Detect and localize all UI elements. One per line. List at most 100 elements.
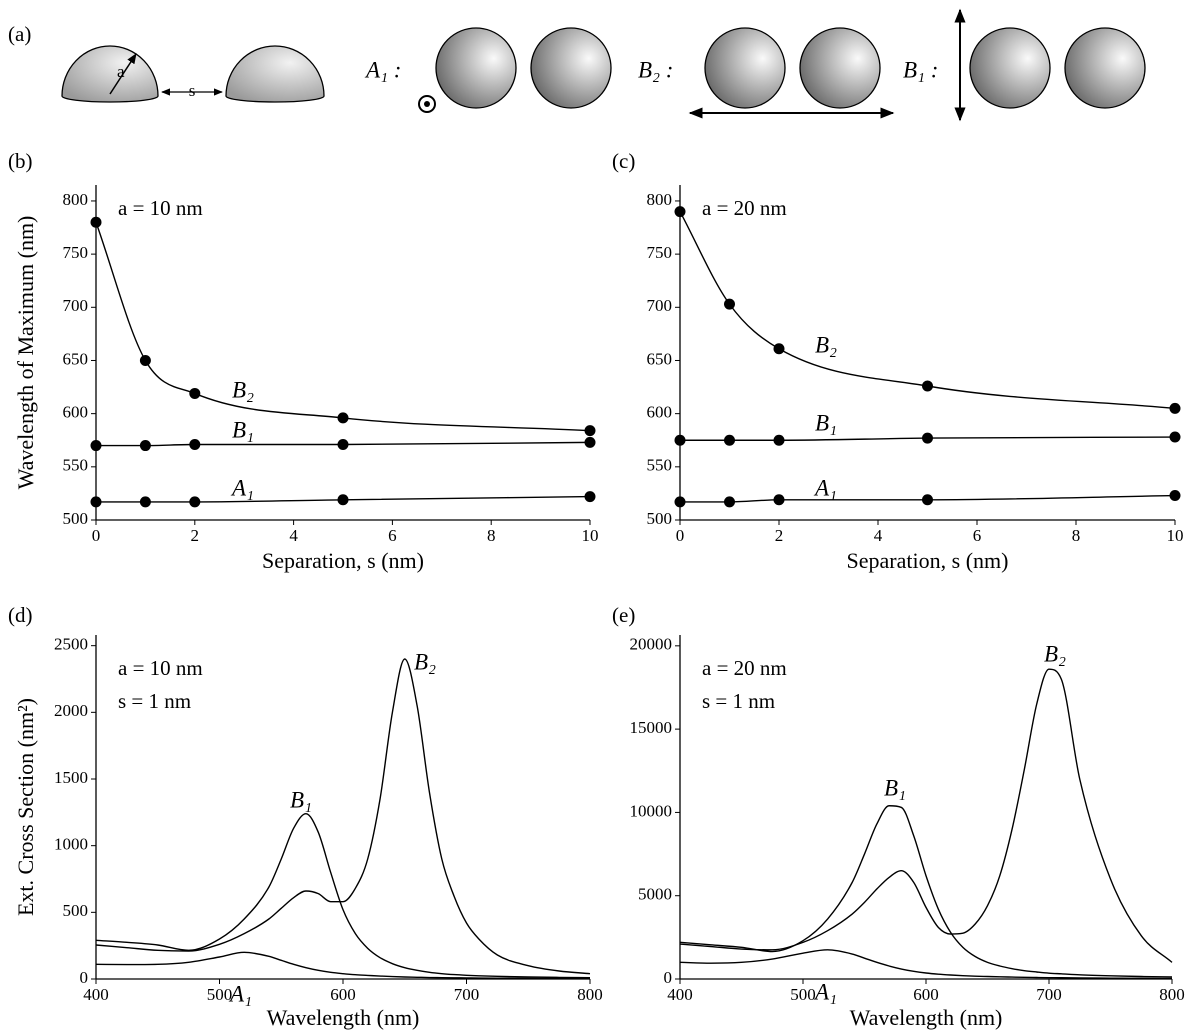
data-point	[189, 438, 201, 450]
x-tick-label: 500	[790, 985, 816, 1004]
series-line	[679, 668, 1173, 963]
series-line	[95, 812, 591, 979]
y-tick-label: 600	[63, 403, 89, 422]
data-point	[724, 434, 735, 446]
gap-label: s	[189, 81, 196, 100]
y-axis-label: Wavelength of Maximum (nm)	[13, 216, 38, 490]
x-tick-label: 800	[1159, 985, 1185, 1004]
series-line	[679, 949, 1173, 980]
series-label: B₁	[815, 410, 837, 435]
series-label: B₁	[290, 787, 312, 812]
x-tick-label: 600	[330, 985, 356, 1004]
panel-label: (c)	[612, 149, 635, 173]
series-label: A₁	[228, 981, 252, 1006]
annotation: s = 1 nm	[702, 689, 775, 713]
data-point	[674, 434, 686, 446]
data-point	[139, 440, 151, 452]
series-label: B₁	[884, 775, 906, 800]
x-axis-label: Wavelength (nm)	[267, 1005, 420, 1030]
panel-label: (b)	[8, 149, 33, 173]
data-point	[584, 491, 596, 503]
data-point	[724, 298, 735, 310]
sphere	[704, 27, 786, 109]
x-tick-label: 600	[913, 985, 939, 1004]
x-tick-label: 2	[775, 526, 784, 545]
y-tick-label: 800	[63, 190, 89, 209]
data-point	[773, 434, 785, 446]
y-tick-label: 500	[63, 901, 89, 920]
series-line	[95, 951, 591, 980]
x-tick-label: 4	[289, 526, 298, 545]
sphere	[1064, 27, 1146, 109]
y-tick-label: 700	[647, 296, 673, 315]
x-tick-label: 2	[191, 526, 200, 545]
annotation: a = 20 nm	[702, 196, 787, 220]
data-point	[674, 206, 686, 218]
chart: (c) 500 550 600 650 700 750 800 0 2 4 6 8 10 Separatio…	[612, 149, 1184, 573]
annotation: s = 1 nm	[118, 689, 191, 713]
panel-label: (d)	[8, 603, 33, 627]
y-tick-label: 550	[63, 456, 89, 475]
series-line	[679, 211, 1176, 410]
x-tick-label: 700	[454, 985, 480, 1004]
y-tick-label: 10000	[630, 801, 673, 820]
y-tick-label: 650	[647, 349, 673, 368]
y-tick-label: 600	[647, 403, 673, 422]
series-label: B₁	[232, 417, 254, 442]
series-label: B₂	[1044, 641, 1066, 666]
sphere	[435, 27, 517, 109]
y-tick-label: 20000	[630, 635, 673, 654]
y-tick-label: 500	[63, 509, 89, 528]
x-tick-label: 0	[92, 526, 101, 545]
x-tick-label: 10	[1167, 526, 1184, 545]
series-label: A₁	[813, 475, 837, 500]
x-tick-label: 6	[388, 526, 397, 545]
data-point	[922, 432, 933, 444]
chart: (d) 0 500 1000 1500 2000 2500 400 500 600 700 800 Wa…	[8, 603, 603, 1030]
y-tick-label: 550	[647, 456, 673, 475]
data-point	[90, 440, 102, 452]
y-tick-label: 700	[63, 296, 89, 315]
y-tick-label: 15000	[630, 718, 673, 737]
mode-label: B₁ :	[903, 57, 938, 82]
data-point	[584, 436, 596, 448]
radius-arrow	[109, 53, 137, 95]
data-point	[337, 438, 349, 450]
data-point	[189, 496, 201, 508]
out-of-plane-dot	[424, 101, 430, 107]
x-axis-label: Separation, s (nm)	[847, 548, 1009, 573]
series-label: A₁	[230, 475, 254, 500]
y-tick-label: 1500	[54, 768, 88, 787]
annotation: a = 10 nm	[118, 196, 203, 220]
x-tick-label: 4	[874, 526, 883, 545]
y-tick-label: 500	[647, 509, 673, 528]
data-point	[1169, 490, 1181, 502]
annotation: a = 10 nm	[118, 656, 203, 680]
series-label: B₂	[232, 377, 254, 402]
x-axis-label: Separation, s (nm)	[262, 548, 424, 573]
x-tick-label: 8	[1072, 526, 1081, 545]
x-tick-label: 700	[1036, 985, 1062, 1004]
data-point	[337, 412, 349, 424]
data-point	[90, 496, 102, 508]
data-point	[337, 494, 349, 506]
panel-label: (a)	[8, 22, 31, 46]
data-point	[1169, 431, 1181, 443]
y-tick-label: 0	[80, 968, 89, 987]
series-line	[95, 221, 591, 432]
y-tick-label: 2000	[54, 701, 88, 720]
series-label: A₁	[813, 979, 837, 1004]
data-point	[922, 494, 933, 506]
data-point	[724, 496, 735, 508]
out-of-plane-icon	[418, 95, 436, 113]
series-label: B₂	[414, 649, 436, 674]
y-tick-label: 800	[647, 190, 673, 209]
data-point	[584, 425, 596, 437]
data-point	[90, 216, 102, 228]
chart: (e) 0 5000 10000 15000 20000 400 500 600 700 800 Wa…	[612, 603, 1185, 1030]
y-tick-label: 1000	[54, 835, 88, 854]
x-axis-label: Wavelength (nm)	[850, 1005, 1003, 1030]
y-tick-label: 5000	[638, 885, 672, 904]
data-point	[1169, 402, 1181, 414]
